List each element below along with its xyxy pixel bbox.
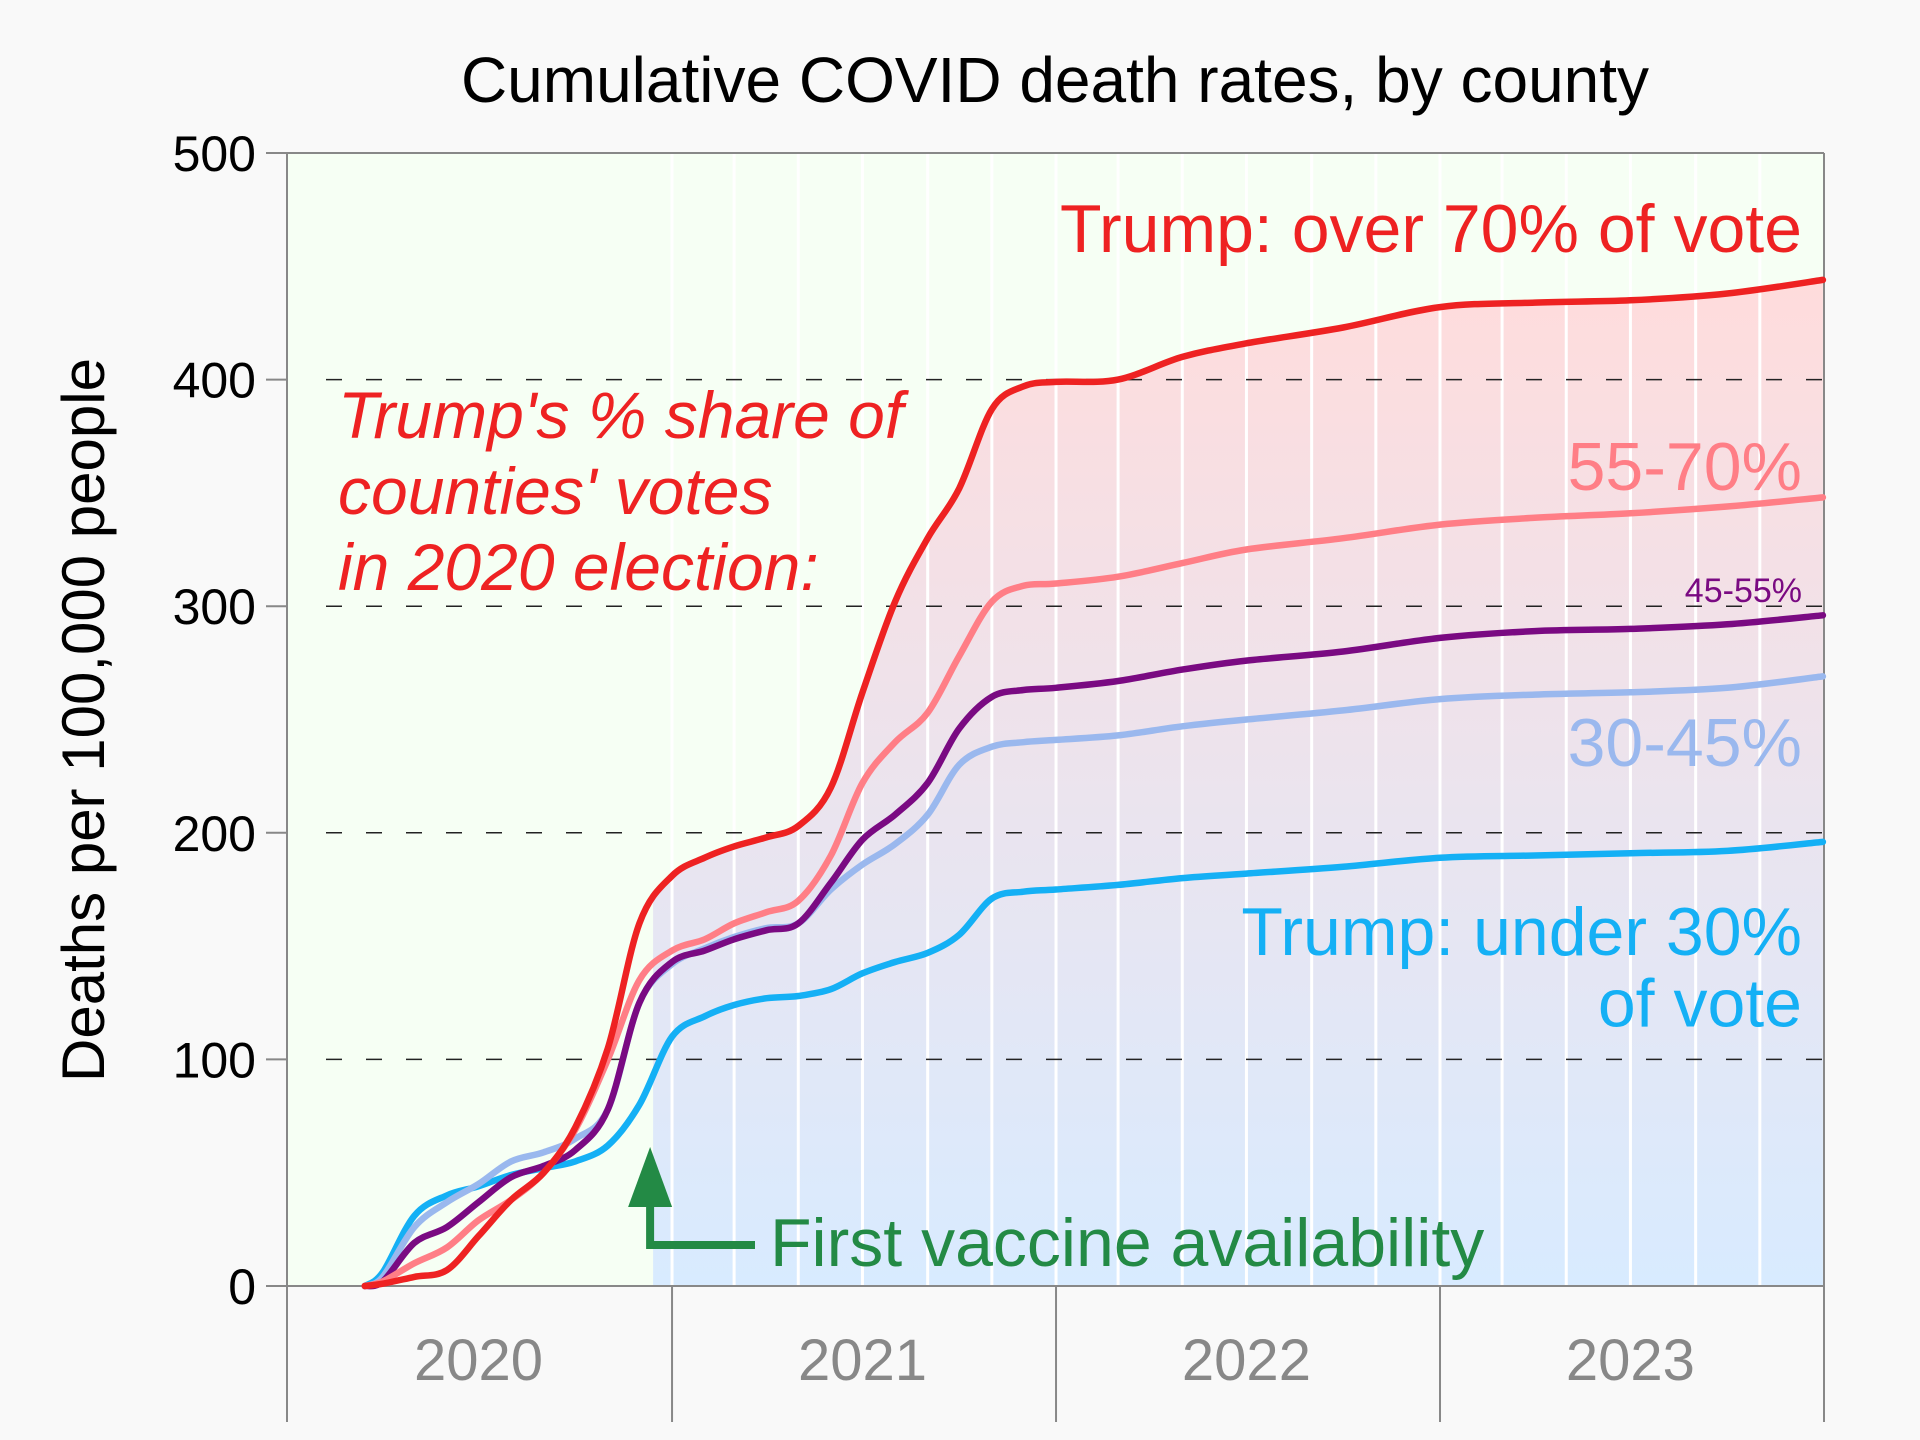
group-heading-line: counties' votes xyxy=(338,454,773,528)
chart-title: Cumulative COVID death rates, by county xyxy=(461,44,1649,116)
series-line xyxy=(361,276,1827,1290)
group-heading-line: in 2020 election: xyxy=(338,530,819,604)
y-tick-label: 100 xyxy=(173,1032,256,1088)
series-lines xyxy=(361,276,1827,1290)
y-tick-label: 200 xyxy=(173,806,256,862)
series-label: 30-45% xyxy=(1568,705,1802,781)
area-fills xyxy=(653,279,1823,1286)
y-tick-label: 500 xyxy=(173,126,256,182)
series-labels: Trump: over 70% of vote 55-70% 45-55% 30-45… xyxy=(1060,191,1802,1041)
x-tick-label: 2021 xyxy=(798,1328,927,1393)
month-gridlines xyxy=(670,153,1762,1286)
series-label: Trump: over 70% of vote xyxy=(1060,191,1802,267)
vaccine-label: First vaccine availability xyxy=(770,1205,1484,1281)
vaccine-arrowhead xyxy=(628,1147,673,1207)
series-label-line: Trump: under 30% xyxy=(1241,894,1802,970)
x-tick-label: 2020 xyxy=(414,1328,543,1393)
group-heading: Trump's % share of counties' votes in 2020… xyxy=(338,378,910,604)
axes: 0 100 200 300 400 500 2020 2021 2022 2023 xyxy=(173,126,1825,1422)
vaccine-arrow-shaft xyxy=(646,1205,755,1249)
series-label-line: 45-55% xyxy=(1685,572,1802,610)
series-label-line: of vote xyxy=(1598,965,1802,1041)
series-line xyxy=(361,612,1827,1290)
group-heading-line: Trump's % share of xyxy=(338,378,910,452)
series-label-line: 55-70% xyxy=(1568,429,1802,505)
horizontal-gridlines xyxy=(326,378,1824,1061)
y-axis-label: Deaths per 100,000 people xyxy=(50,358,117,1082)
vaccine-annotation: First vaccine availability xyxy=(628,1147,1484,1281)
series-line xyxy=(361,673,1827,1290)
series-label: 55-70% xyxy=(1568,429,1802,505)
y-tick-label: 400 xyxy=(173,353,256,409)
series-label-line: 30-45% xyxy=(1568,705,1802,781)
y-tick-label: 300 xyxy=(173,579,256,635)
y-tick-label: 0 xyxy=(228,1259,256,1315)
x-tick-label: 2022 xyxy=(1182,1328,1311,1393)
series-label: 45-55% xyxy=(1685,572,1802,610)
series-label: Trump: under 30% of vote xyxy=(1241,894,1802,1041)
x-tick-label: 2023 xyxy=(1566,1328,1695,1393)
series-label-line: Trump: over 70% of vote xyxy=(1060,191,1802,267)
area-fill xyxy=(653,279,1823,1286)
